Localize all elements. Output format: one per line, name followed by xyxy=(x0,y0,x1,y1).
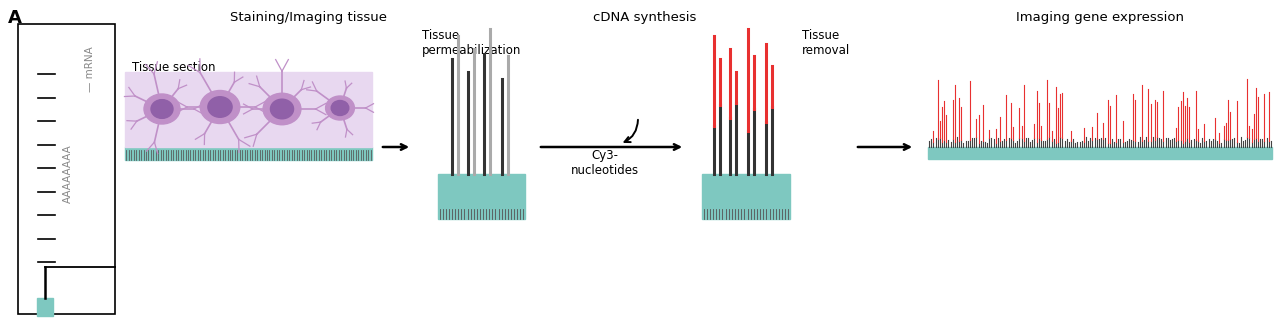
Ellipse shape xyxy=(270,99,293,119)
Text: AAAAAAAA: AAAAAAAA xyxy=(63,145,73,203)
Text: — mRNA: — mRNA xyxy=(85,46,95,92)
Ellipse shape xyxy=(332,101,348,115)
Ellipse shape xyxy=(200,90,240,123)
Text: Cy3-
nucleotides: Cy3- nucleotides xyxy=(571,149,639,177)
Bar xyxy=(702,174,790,219)
Bar xyxy=(126,72,371,147)
Bar xyxy=(37,298,53,316)
Bar xyxy=(438,174,525,219)
Ellipse shape xyxy=(325,96,355,120)
Text: Tissue section: Tissue section xyxy=(132,61,215,74)
Ellipse shape xyxy=(208,97,232,117)
Text: cDNA synthesis: cDNA synthesis xyxy=(593,11,697,24)
Ellipse shape xyxy=(263,93,301,125)
Text: Staining/Imaging tissue: Staining/Imaging tissue xyxy=(231,11,387,24)
Text: Tissue
permeabilization: Tissue permeabilization xyxy=(421,29,521,57)
Ellipse shape xyxy=(151,100,173,118)
Ellipse shape xyxy=(143,94,181,124)
Text: Imaging gene expression: Imaging gene expression xyxy=(1016,11,1184,24)
Text: A: A xyxy=(8,9,22,27)
Text: Tissue
removal: Tissue removal xyxy=(802,29,851,57)
Bar xyxy=(18,24,115,314)
Bar xyxy=(126,147,371,160)
Bar xyxy=(927,147,1272,159)
